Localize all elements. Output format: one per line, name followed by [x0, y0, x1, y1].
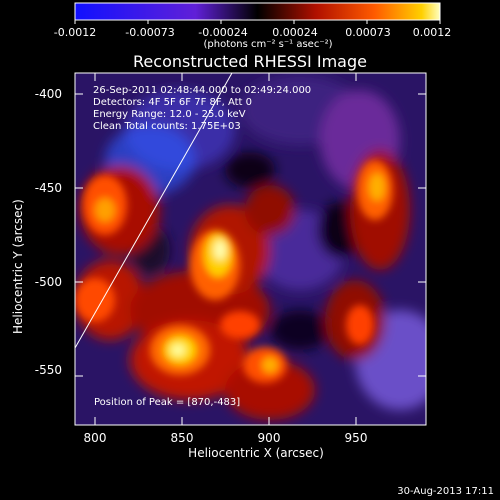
colorbar-tick-label: -0.0012 [53, 26, 97, 39]
y-tick-label: -500 [34, 275, 62, 289]
info-total-counts: Clean Total counts: 1.75E+03 [93, 121, 241, 132]
colorbar-gradient [74, 2, 441, 21]
colorbar-tick-label: 0.00073 [345, 26, 391, 39]
colorbar-tick-label: 0.00024 [272, 26, 318, 39]
info-energy-range: Energy Range: 12.0 - 25.0 keV [93, 109, 246, 120]
colorbar-tick-label: -0.00073 [125, 26, 175, 39]
info-time-range: 26-Sep-2011 02:48:44.000 to 02:49:24.000 [93, 85, 312, 96]
solar-limb-line [75, 73, 233, 349]
x-axis-label: Heliocentric X (arcsec) [188, 446, 324, 460]
colorbar-tick-label: -0.00024 [198, 26, 248, 39]
render-date: 30-Aug-2013 17:11 [397, 486, 494, 497]
colorbar-ticks [74, 20, 441, 24]
plot-title: Reconstructed RHESSI Image [133, 52, 367, 71]
plot-axes [74, 72, 427, 426]
x-tick-label: 950 [344, 431, 368, 445]
colorbar [74, 2, 441, 24]
x-tick-label: 900 [257, 431, 281, 445]
x-tick-label: 800 [83, 431, 107, 445]
colorbar-tick-label: 0.0012 [412, 26, 452, 39]
y-tick-label: -400 [34, 87, 62, 101]
colorbar-unit: (photons cm⁻² s⁻¹ asec⁻²) [203, 39, 333, 50]
peak-position: Position of Peak = [870,-483] [94, 397, 241, 408]
rhessi-image [75, 73, 426, 425]
y-axis-label: Heliocentric Y (arcsec) [11, 199, 25, 334]
y-tick-label: -550 [34, 363, 62, 377]
x-tick-label: 850 [170, 431, 194, 445]
info-detectors: Detectors: 4F 5F 6F 7F 8F, Att 0 [93, 97, 253, 108]
y-tick-label: -450 [34, 181, 62, 195]
